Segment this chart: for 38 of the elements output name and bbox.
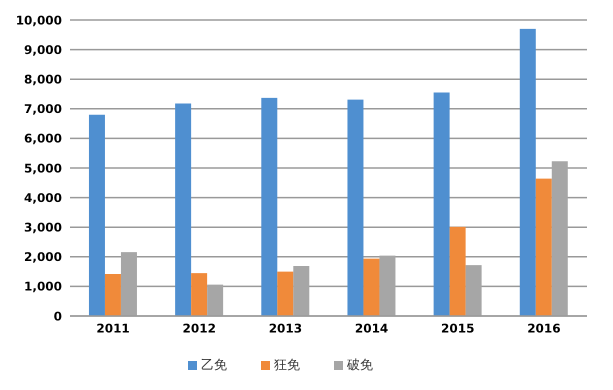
bar	[347, 100, 364, 316]
y-tick-label: 9,000	[24, 42, 62, 57]
bar	[120, 252, 137, 316]
legend-label: 狂免	[274, 358, 300, 373]
y-tick-label: 0	[54, 309, 62, 324]
legend-label: 破免	[347, 358, 373, 373]
y-tick-label: 2,000	[24, 250, 62, 264]
bar	[536, 178, 552, 316]
bar	[88, 114, 105, 316]
x-tick-label: 2013	[268, 322, 302, 336]
y-tick-label: 10,000	[16, 13, 62, 28]
bar	[450, 226, 466, 316]
bar	[466, 265, 482, 316]
bar	[277, 272, 294, 316]
bar	[363, 258, 380, 316]
bar	[104, 274, 121, 316]
bar	[191, 273, 208, 316]
bar	[552, 161, 568, 316]
bar	[520, 28, 536, 316]
y-tick-label: 8,000	[24, 72, 62, 86]
x-tick-label: 2011	[96, 322, 130, 336]
bar	[434, 92, 450, 316]
y-tick-label: 6,000	[24, 132, 62, 146]
bar	[175, 103, 192, 316]
x-tick-label: 2015	[441, 322, 474, 336]
bar	[379, 256, 396, 316]
y-tick-label: 5,000	[24, 161, 62, 176]
legend-label: 乙免	[201, 358, 227, 373]
x-tick-label: 2014	[354, 322, 388, 336]
bar	[293, 266, 310, 316]
bar	[207, 284, 224, 316]
y-tick-label: 1,000	[24, 280, 62, 294]
y-tick-label: 4,000	[24, 190, 62, 205]
y-tick-label: 7,000	[24, 102, 62, 116]
x-tick-label: 2012	[182, 322, 216, 336]
x-tick-label: 2016	[527, 322, 561, 336]
y-tick-label: 3,000	[24, 220, 62, 234]
bar	[261, 98, 278, 316]
